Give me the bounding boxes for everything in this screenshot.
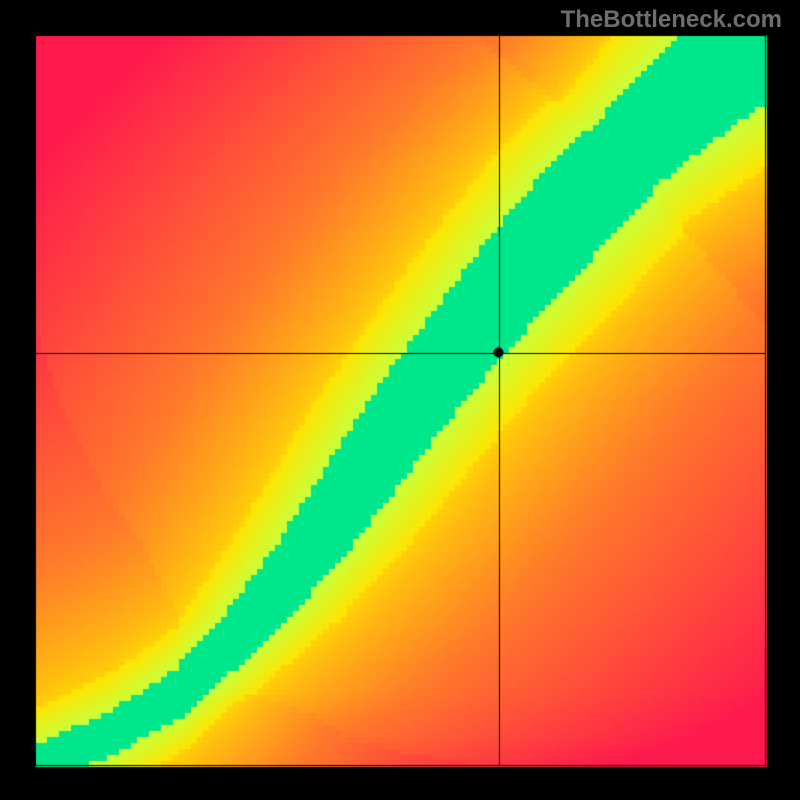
watermark-label: TheBottleneck.com <box>561 6 782 34</box>
heatmap-canvas <box>0 0 800 800</box>
chart-container: TheBottleneck.com <box>0 0 800 800</box>
